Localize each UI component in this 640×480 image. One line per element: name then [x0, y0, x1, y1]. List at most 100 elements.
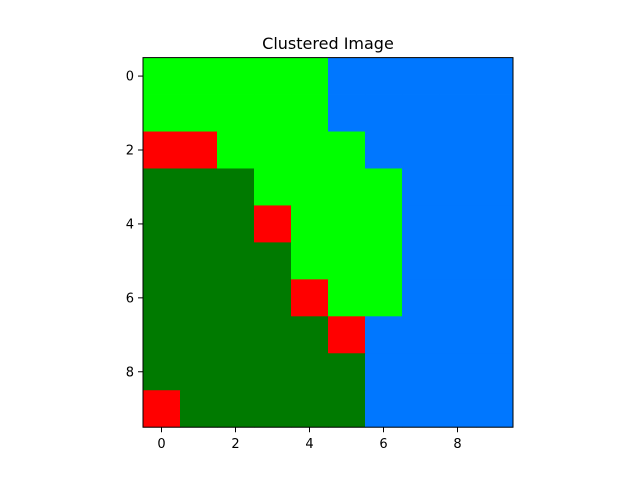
- heatmap-cell: [291, 168, 329, 206]
- heatmap-cell: [180, 131, 218, 169]
- heatmap-cell: [143, 94, 181, 132]
- x-tick-label: 8: [453, 437, 461, 452]
- heatmap-cell: [476, 390, 514, 428]
- heatmap-cell: [254, 205, 292, 243]
- heatmap-cell: [365, 279, 403, 317]
- heatmap-cell: [217, 57, 255, 95]
- x-tick-label: 4: [305, 437, 313, 452]
- heatmap-cell: [143, 57, 181, 95]
- heatmap-cell: [143, 168, 181, 206]
- heatmap-cell: [439, 205, 477, 243]
- heatmap-cell: [402, 353, 440, 391]
- y-tick-label: 2: [126, 144, 134, 159]
- heatmap-cell: [254, 131, 292, 169]
- heatmap-cell: [291, 242, 329, 280]
- heatmap-cell: [402, 168, 440, 206]
- heatmap-cell: [217, 94, 255, 132]
- heatmap-cell: [365, 57, 403, 95]
- heatmap-cell: [291, 353, 329, 391]
- heatmap-cell: [143, 131, 181, 169]
- heatmap-cell: [365, 353, 403, 391]
- heatmap-cell: [476, 168, 514, 206]
- heatmap-cell: [254, 94, 292, 132]
- heatmap-cell: [402, 205, 440, 243]
- heatmap-cell: [217, 279, 255, 317]
- heatmap-cell: [217, 205, 255, 243]
- heatmap-cell: [476, 353, 514, 391]
- x-tick-label: 6: [379, 437, 387, 452]
- x-tick-label: 0: [157, 437, 165, 452]
- y-axis: 0 2 4 6 8: [126, 70, 143, 380]
- heatmap-cell: [402, 279, 440, 317]
- heatmap-cell: [439, 279, 477, 317]
- heatmap-cell: [217, 168, 255, 206]
- heatmap-cell: [291, 94, 329, 132]
- heatmap-cell: [402, 242, 440, 280]
- heatmap-cell: [254, 353, 292, 391]
- heatmap-cell: [476, 242, 514, 280]
- heatmap-cell: [291, 390, 329, 428]
- heatmap-cell: [143, 390, 181, 428]
- y-tick-label: 4: [126, 217, 134, 232]
- heatmap-cell: [217, 353, 255, 391]
- heatmap-cell: [365, 316, 403, 354]
- heatmap-cell: [476, 94, 514, 132]
- heatmap-cell: [365, 131, 403, 169]
- heatmap-cell: [476, 205, 514, 243]
- heatmap-cell: [365, 242, 403, 280]
- heatmap-cell: [402, 131, 440, 169]
- heatmap-cells: [143, 57, 514, 428]
- heatmap-cell: [291, 316, 329, 354]
- heatmap-cell: [402, 316, 440, 354]
- heatmap-cell: [217, 390, 255, 428]
- x-axis: 0 2 4 6 8: [157, 427, 462, 452]
- heatmap-cell: [476, 279, 514, 317]
- heatmap-cell: [180, 168, 218, 206]
- y-tick-label: 6: [126, 291, 134, 306]
- heatmap-cell: [180, 94, 218, 132]
- heatmap-cell: [180, 242, 218, 280]
- heatmap-cell: [365, 168, 403, 206]
- heatmap-cell: [328, 94, 366, 132]
- axes-frame: [142, 57, 514, 428]
- heatmap-cell: [439, 57, 477, 95]
- heatmap-cell: [328, 205, 366, 243]
- heatmap-cell: [476, 131, 514, 169]
- heatmap-cell: [180, 279, 218, 317]
- y-tick-label: 0: [126, 70, 134, 85]
- heatmap-cell: [180, 353, 218, 391]
- heatmap-cell: [217, 242, 255, 280]
- heatmap-cell: [254, 316, 292, 354]
- heatmap-cell: [328, 353, 366, 391]
- heatmap-cell: [291, 205, 329, 243]
- heatmap-cell: [180, 57, 218, 95]
- heatmap-cell: [402, 390, 440, 428]
- heatmap-cell: [439, 131, 477, 169]
- chart-title: Clustered Image: [262, 34, 394, 53]
- heatmap-cell: [439, 168, 477, 206]
- heatmap-cell: [328, 242, 366, 280]
- heatmap-cell: [143, 205, 181, 243]
- heatmap-cell: [439, 390, 477, 428]
- heatmap-cell: [143, 353, 181, 391]
- heatmap-cell: [291, 57, 329, 95]
- heatmap-cell: [217, 131, 255, 169]
- heatmap-cell: [402, 94, 440, 132]
- heatmap-cell: [439, 316, 477, 354]
- heatmap-cell: [476, 316, 514, 354]
- heatmap-cell: [365, 94, 403, 132]
- x-tick-label: 2: [231, 437, 239, 452]
- heatmap-cell: [439, 353, 477, 391]
- heatmap-cell: [180, 316, 218, 354]
- heatmap-cell: [328, 316, 366, 354]
- heatmap-cell: [328, 168, 366, 206]
- heatmap-cell: [254, 390, 292, 428]
- heatmap-cell: [254, 279, 292, 317]
- heatmap-cell: [254, 57, 292, 95]
- y-tick-label: 8: [126, 365, 134, 380]
- heatmap-cell: [217, 316, 255, 354]
- heatmap-cell: [180, 205, 218, 243]
- heatmap-cell: [365, 390, 403, 428]
- heatmap-cell: [143, 316, 181, 354]
